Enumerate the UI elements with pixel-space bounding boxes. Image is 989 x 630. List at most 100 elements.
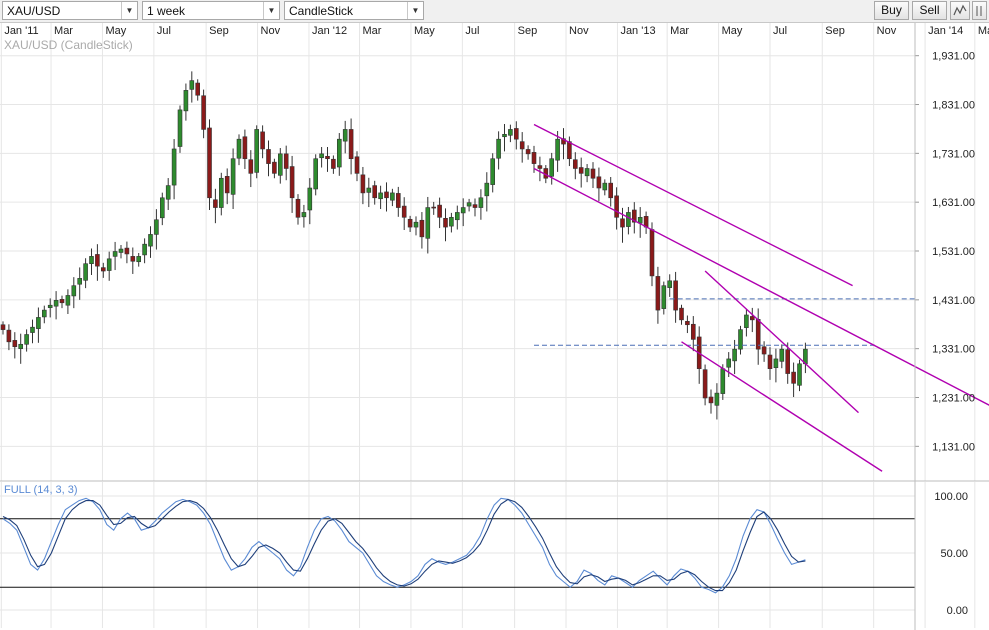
chart-type-select[interactable]: CandleStick ▼ — [284, 1, 424, 20]
candle — [661, 281, 667, 315]
candle — [95, 244, 100, 281]
candle — [171, 139, 177, 200]
candle — [454, 205, 460, 230]
candle — [431, 201, 437, 215]
price-tick-label: 1,531.00 — [932, 246, 975, 258]
price-tick-label: 1,131.00 — [932, 441, 975, 453]
trendline — [704, 270, 859, 414]
time-tick-label: Mar — [978, 25, 989, 37]
candle — [673, 271, 678, 323]
candle — [101, 262, 106, 278]
candle — [165, 178, 171, 210]
candle — [18, 333, 24, 364]
stochastic-axis-labels: 100.00 50.00 0.00 — [934, 491, 968, 617]
symbol-select[interactable]: XAU/USD ▼ — [2, 1, 138, 20]
candle — [53, 291, 59, 320]
candle — [301, 204, 307, 228]
chevron-down-icon[interactable]: ▼ — [121, 2, 137, 19]
time-tick-label: Mar — [363, 25, 382, 37]
candle — [384, 182, 389, 212]
candle — [378, 185, 383, 210]
sell-button[interactable]: Sell — [912, 1, 947, 20]
candle — [791, 362, 796, 398]
candle — [437, 197, 442, 229]
candle — [201, 89, 206, 139]
candle — [655, 266, 661, 324]
timeframe-value: 1 week — [147, 4, 186, 18]
candle — [160, 192, 165, 226]
buy-button[interactable]: Buy — [874, 1, 909, 20]
candle — [254, 125, 259, 179]
price-tick-label: 1,231.00 — [932, 393, 975, 405]
time-tick-label: Jan '11 — [4, 25, 38, 37]
stoch-d-line — [2, 498, 806, 592]
candle — [148, 226, 153, 258]
time-tick-label: May — [105, 25, 126, 37]
horizontal-levels — [534, 298, 915, 346]
indicators-button[interactable] — [950, 1, 970, 20]
candle — [449, 212, 454, 233]
timeframe-select[interactable]: 1 week ▼ — [142, 1, 280, 20]
candle — [714, 383, 720, 420]
candle — [277, 148, 283, 184]
candle — [472, 198, 478, 217]
candle — [213, 188, 218, 224]
menu-icon — [976, 6, 982, 16]
price-tick-label: 1,731.00 — [932, 148, 975, 160]
time-tick-label: Mar — [670, 25, 689, 37]
candle — [342, 120, 348, 154]
candle — [502, 124, 507, 152]
candle — [360, 166, 366, 205]
candle — [65, 289, 71, 315]
candle — [785, 342, 791, 384]
stoch-tick-label: 100.00 — [934, 491, 968, 503]
candle — [626, 206, 631, 235]
candle — [496, 131, 501, 170]
time-tick-label: Jan '14 — [928, 25, 963, 37]
time-tick-label: Nov — [261, 25, 281, 37]
candle — [702, 364, 708, 406]
candle — [189, 71, 195, 103]
time-tick-label: Jan '13 — [620, 25, 655, 37]
candle — [466, 198, 472, 212]
more-button[interactable] — [972, 1, 987, 20]
time-tick-label: Mar — [54, 25, 73, 37]
candle — [401, 197, 407, 231]
price-tick-label: 1,631.00 — [932, 197, 975, 209]
candle — [24, 329, 29, 352]
candle — [248, 150, 254, 188]
candle — [767, 347, 773, 380]
candle — [584, 164, 590, 183]
candle — [425, 196, 431, 254]
candle — [744, 308, 749, 337]
candle — [708, 389, 714, 414]
chart-type-value: CandleStick — [289, 4, 354, 18]
candle — [0, 321, 6, 335]
candle — [478, 189, 484, 220]
candle — [313, 154, 319, 196]
candle — [266, 140, 271, 177]
candle — [513, 121, 519, 150]
candle — [537, 156, 543, 182]
time-tick-label: Nov — [877, 25, 897, 37]
time-tick-label: Nov — [569, 25, 589, 37]
candle — [443, 208, 448, 242]
candle — [207, 119, 212, 210]
candle — [130, 247, 136, 274]
candle — [325, 147, 330, 172]
chevron-down-icon[interactable]: ▼ — [263, 2, 279, 19]
candle — [525, 145, 531, 160]
candle — [59, 295, 65, 309]
candle — [578, 157, 584, 188]
time-tick-label: Sep — [518, 25, 538, 37]
candle — [685, 315, 690, 334]
x-axis-labels: Jan '11 Mar May Jul Sep Nov Jan '12 Mar May Jul Se… — [4, 25, 989, 37]
price-tick-label: 1,931.00 — [932, 51, 975, 63]
candle — [407, 215, 413, 232]
time-tick-label: May — [414, 25, 435, 37]
candle — [236, 134, 242, 166]
candle — [260, 125, 265, 159]
candle — [797, 359, 802, 392]
chevron-down-icon[interactable]: ▼ — [407, 2, 423, 19]
